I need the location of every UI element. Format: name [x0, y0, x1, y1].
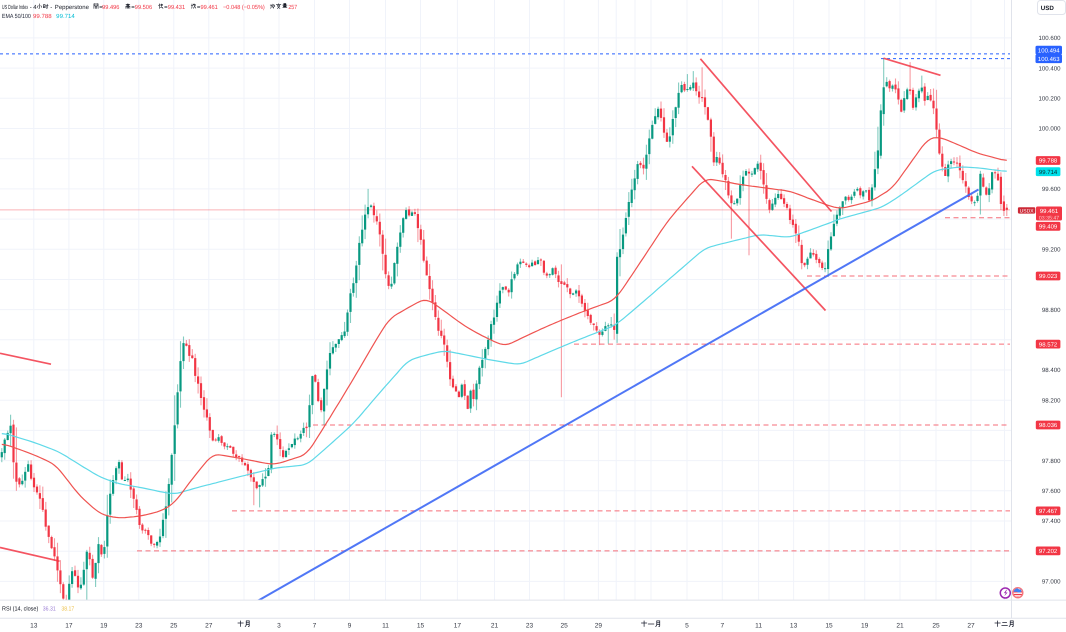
svg-text:99.461: 99.461 [201, 4, 219, 11]
svg-text:=: = [99, 5, 103, 11]
svg-text:98.572: 98.572 [1039, 341, 1058, 348]
svg-text:13: 13 [790, 623, 798, 630]
svg-text:7: 7 [720, 623, 724, 630]
svg-text:99.506: 99.506 [135, 4, 153, 11]
svg-text:Pepperstone: Pepperstone [55, 4, 90, 11]
svg-text:25: 25 [170, 623, 178, 630]
svg-text:-: - [30, 5, 32, 11]
svg-text:27: 27 [205, 623, 213, 630]
svg-text:257: 257 [288, 4, 297, 11]
svg-text:USDX: USDX [1020, 209, 1035, 215]
svg-text:17: 17 [65, 623, 73, 630]
svg-text:=: = [131, 5, 135, 11]
svg-text:99.714: 99.714 [1039, 169, 1058, 176]
svg-text:100.463: 100.463 [1038, 56, 1060, 63]
svg-text:99.461: 99.461 [1040, 208, 1059, 215]
svg-text:17: 17 [454, 623, 462, 630]
svg-text:23: 23 [526, 623, 534, 630]
svg-text:100.600: 100.600 [1038, 35, 1061, 42]
svg-text:03:35:47: 03:35:47 [1039, 216, 1059, 222]
svg-text:EMA 50/100: EMA 50/100 [2, 13, 32, 20]
svg-text:27: 27 [967, 623, 975, 630]
svg-text:25: 25 [932, 623, 940, 630]
svg-text:99.023: 99.023 [1039, 273, 1058, 280]
svg-text:97.467: 97.467 [1039, 508, 1058, 515]
svg-text:11: 11 [755, 623, 762, 630]
svg-text:99.714: 99.714 [56, 13, 75, 20]
svg-text:=: = [164, 5, 168, 11]
svg-text:23: 23 [135, 623, 143, 630]
svg-text:−0.048 (−0.05%): −0.048 (−0.05%) [223, 4, 265, 11]
svg-text:97.400: 97.400 [1042, 518, 1061, 525]
svg-text:38.17: 38.17 [61, 605, 74, 612]
svg-text:99.496: 99.496 [102, 4, 120, 11]
svg-text:100.494: 100.494 [1038, 47, 1060, 54]
svg-text:97.202: 97.202 [1039, 548, 1058, 555]
svg-text:99.431: 99.431 [168, 4, 186, 11]
svg-text:21: 21 [896, 623, 904, 630]
svg-text:100.000: 100.000 [1038, 126, 1061, 133]
svg-text:97.000: 97.000 [1042, 579, 1061, 586]
svg-text:11: 11 [382, 623, 389, 630]
svg-text:99.600: 99.600 [1042, 186, 1061, 193]
svg-text:99.409: 99.409 [1039, 224, 1058, 231]
svg-text:19: 19 [100, 623, 108, 630]
svg-text:29: 29 [595, 623, 603, 630]
svg-text:13: 13 [30, 623, 38, 630]
svg-text:3: 3 [277, 623, 281, 630]
svg-text:97.600: 97.600 [1042, 488, 1061, 495]
svg-text:98.200: 98.200 [1042, 397, 1061, 404]
svg-text:US Dollar Index: US Dollar Index [2, 4, 28, 11]
svg-text:25: 25 [561, 623, 569, 630]
svg-text:98.400: 98.400 [1042, 367, 1061, 374]
svg-text:USD: USD [1041, 5, 1055, 12]
svg-text:=: = [197, 5, 201, 11]
svg-text:19: 19 [861, 623, 869, 630]
svg-text:9: 9 [348, 623, 352, 630]
svg-text:99.788: 99.788 [33, 13, 52, 20]
svg-text:36.31: 36.31 [43, 605, 56, 612]
svg-text:RSI (14, close): RSI (14, close) [2, 605, 38, 612]
svg-text:99.788: 99.788 [1039, 158, 1058, 165]
svg-text:15: 15 [825, 623, 833, 630]
svg-text:-: - [50, 5, 52, 11]
svg-text:98.036: 98.036 [1039, 422, 1058, 429]
svg-text:100.200: 100.200 [1038, 95, 1061, 102]
svg-text:5: 5 [685, 623, 689, 630]
svg-text:4: 4 [33, 4, 37, 11]
svg-text:100.400: 100.400 [1038, 65, 1061, 72]
svg-text:15: 15 [417, 623, 425, 630]
svg-text:98.800: 98.800 [1042, 307, 1061, 314]
svg-text:21: 21 [491, 623, 499, 630]
svg-text:97.800: 97.800 [1042, 458, 1061, 465]
svg-text:99.200: 99.200 [1042, 246, 1061, 253]
svg-text:7: 7 [313, 623, 317, 630]
